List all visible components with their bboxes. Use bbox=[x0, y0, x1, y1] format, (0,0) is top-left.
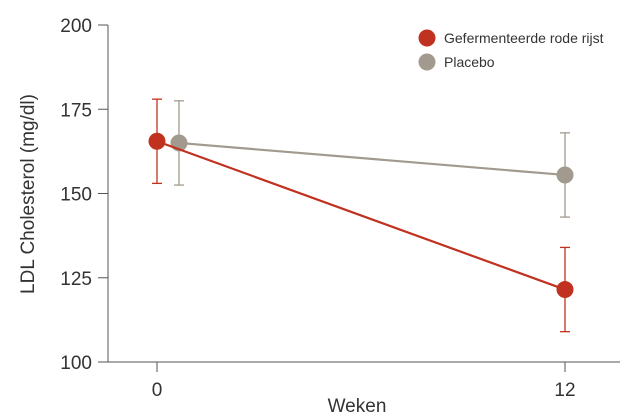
legend-label-0: Gefermenteerde rode rijst bbox=[444, 30, 604, 46]
legend: Gefermenteerde rode rijst Placebo bbox=[418, 29, 604, 71]
series-line-0 bbox=[156, 140, 566, 291]
series-0 bbox=[148, 98, 574, 333]
series-1 bbox=[170, 100, 574, 218]
y-tick-label-125: 125 bbox=[60, 269, 92, 290]
y-axis-ticks: 100 125 150 175 200 bbox=[60, 16, 108, 374]
data-point-1-1 bbox=[556, 166, 574, 184]
legend-label-1: Placebo bbox=[444, 54, 495, 70]
x-axis-title: Weken bbox=[328, 396, 387, 417]
x-tick-label-0: 0 bbox=[152, 380, 163, 401]
y-tick-label-200: 200 bbox=[60, 16, 92, 37]
data-point-0-0 bbox=[148, 132, 166, 150]
x-axis-ticks: 0 12 bbox=[152, 362, 576, 401]
legend-marker-0 bbox=[418, 29, 436, 47]
x-tick-label-12: 12 bbox=[554, 380, 575, 401]
y-axis-title: LDL Cholesterol (mg/dl) bbox=[18, 94, 39, 294]
series-line-1 bbox=[178, 141, 566, 177]
y-tick-label-175: 175 bbox=[60, 100, 92, 121]
legend-marker-1 bbox=[418, 53, 436, 71]
series-layer bbox=[148, 98, 574, 333]
y-tick-label-100: 100 bbox=[60, 353, 92, 374]
data-point-0-1 bbox=[556, 281, 574, 299]
y-tick-label-150: 150 bbox=[60, 185, 92, 206]
